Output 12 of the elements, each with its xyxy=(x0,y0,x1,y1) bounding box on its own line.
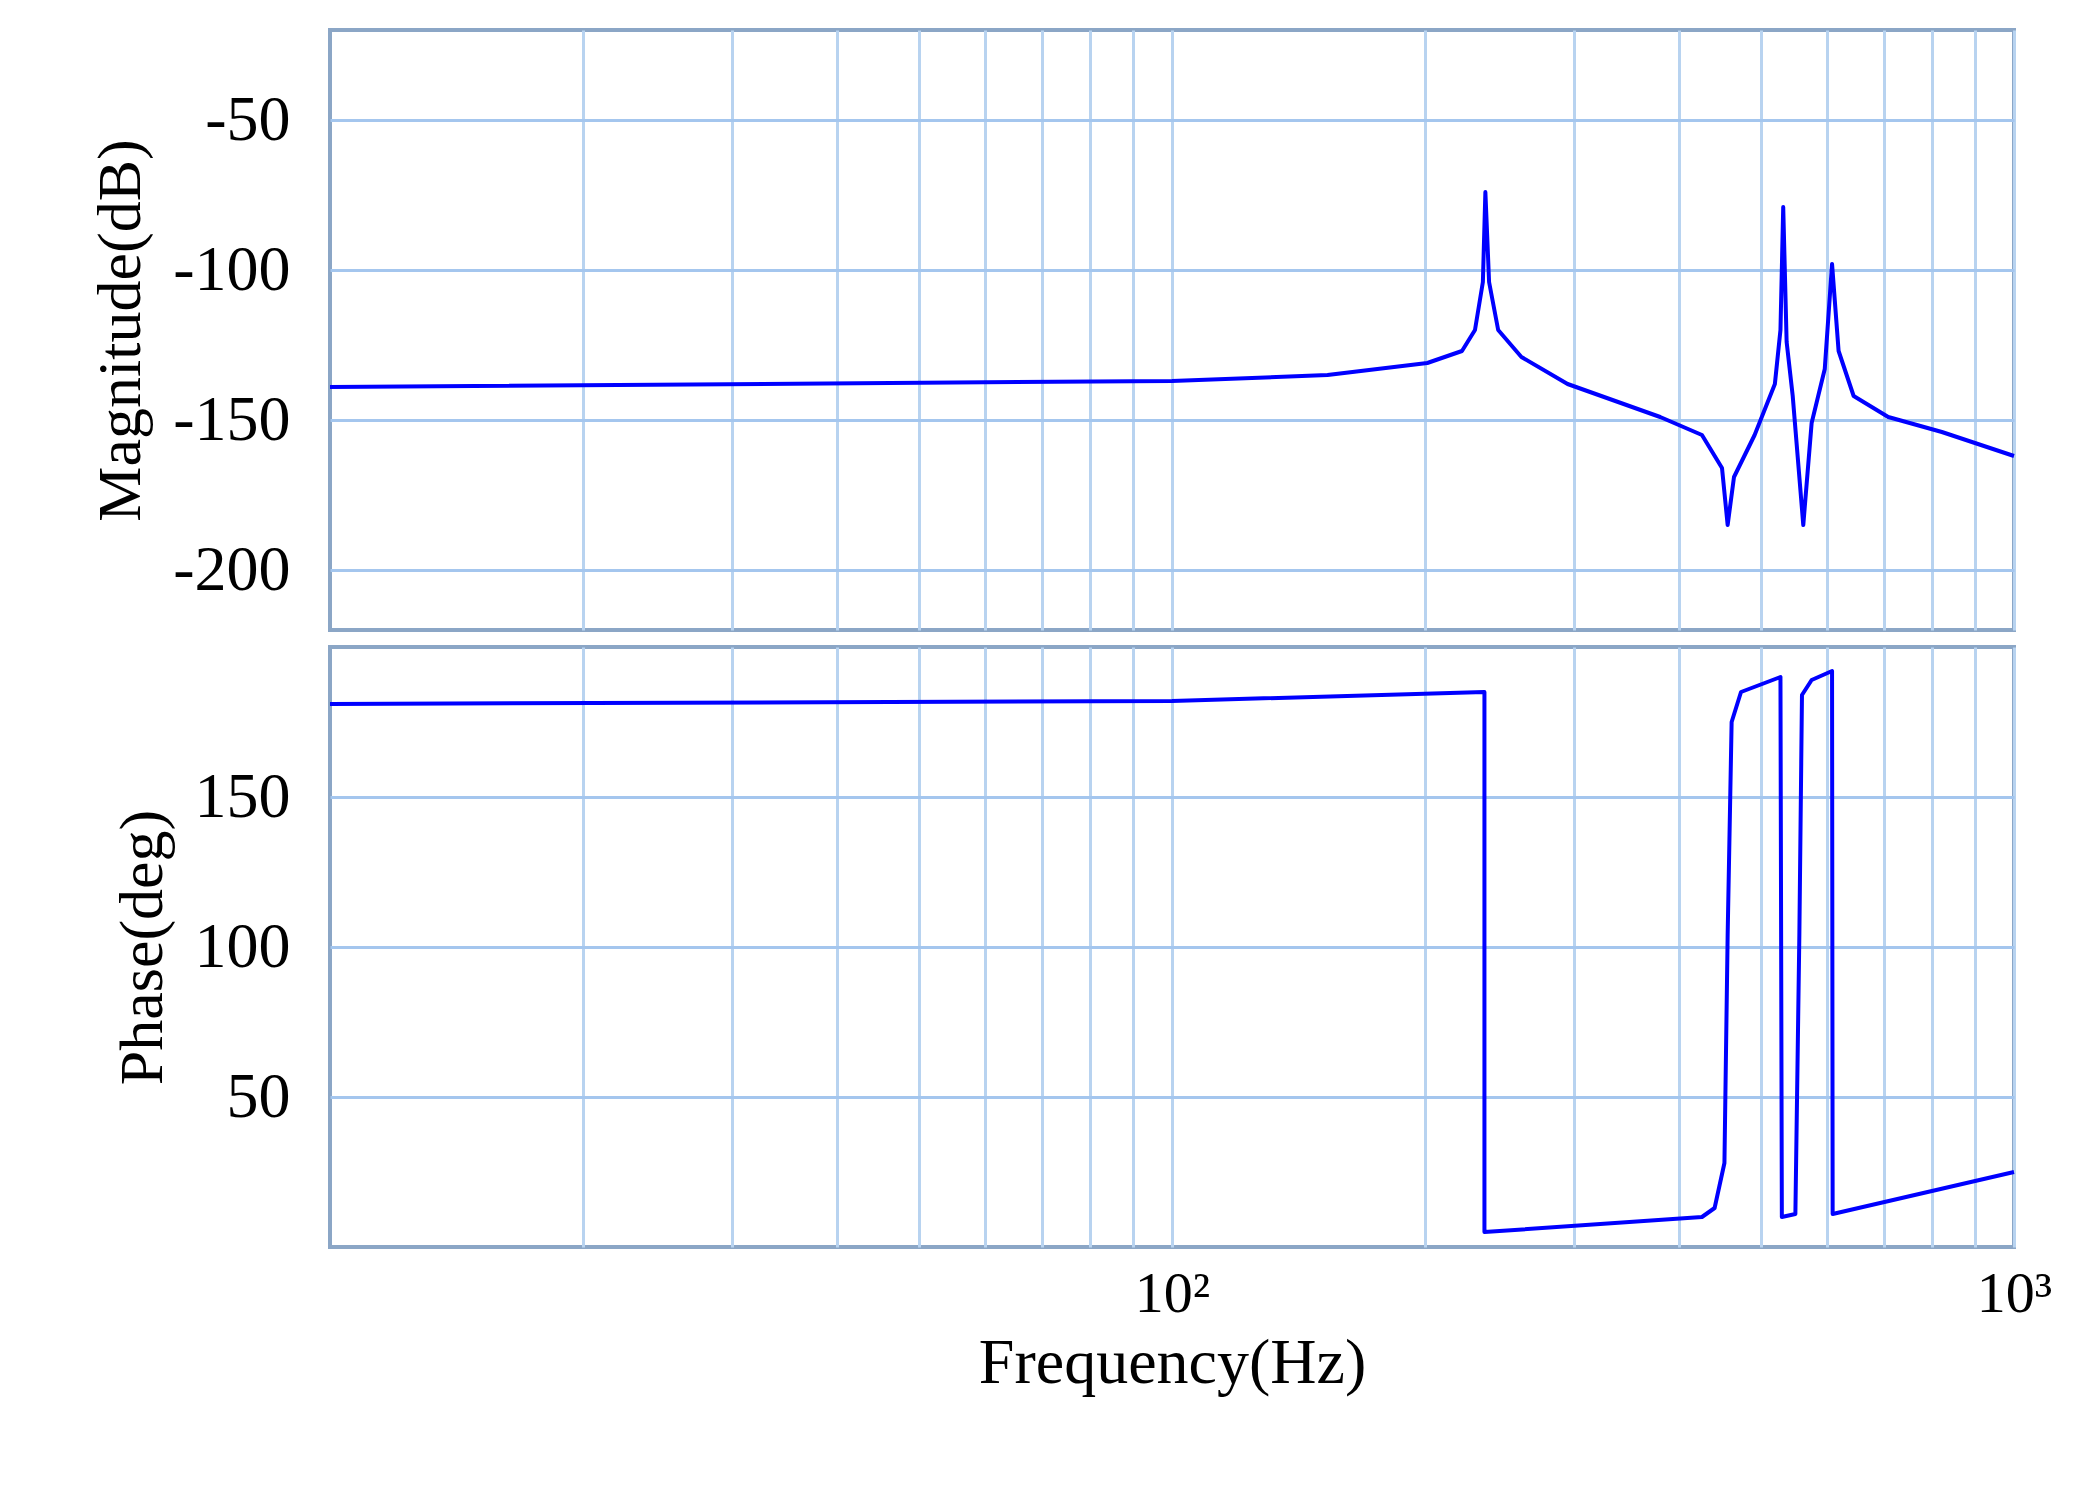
x-axis-title: Frequency(Hz) xyxy=(978,1325,1367,1397)
y-tick-label: 100 xyxy=(194,909,291,981)
x-tick-label: 10² xyxy=(1134,1259,1211,1325)
y-axis-title: Phase(deg) xyxy=(106,809,176,1086)
y-tick-label: -150 xyxy=(173,382,291,454)
y-tick-label: 150 xyxy=(194,759,291,831)
y-tick-label: -200 xyxy=(173,532,291,604)
y-axis-title: Magnitude(dB) xyxy=(85,139,155,522)
y-tick-label: 50 xyxy=(226,1059,291,1131)
y-tick-label: -50 xyxy=(205,82,291,154)
y-tick-label: -100 xyxy=(173,232,291,304)
x-tick-label: 10³ xyxy=(1976,1259,2053,1325)
